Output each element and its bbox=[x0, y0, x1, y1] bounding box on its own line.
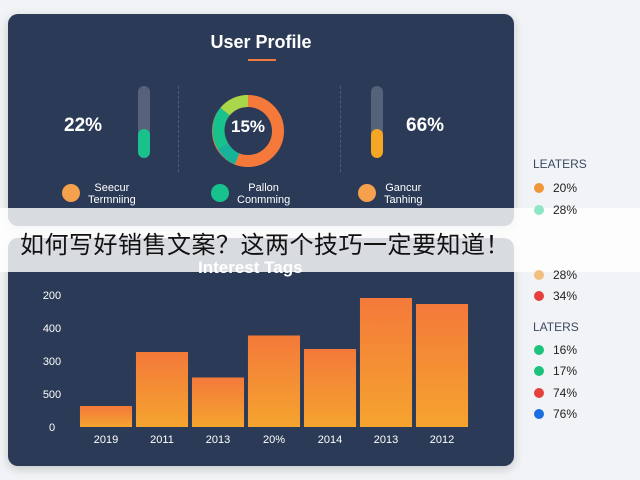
side-item: 20% bbox=[534, 181, 577, 195]
legend-dot-2 bbox=[211, 184, 229, 202]
bar-0 bbox=[79, 406, 133, 427]
side-item: 28% bbox=[534, 268, 577, 282]
bar-5 bbox=[359, 298, 413, 427]
side-item: 74% bbox=[534, 386, 577, 400]
side-dot bbox=[534, 388, 544, 398]
x-tick-label: 20% bbox=[263, 434, 285, 446]
interest-bar-chart: 0 500 300 400 200 2019 2011 2013 20% 2014 2013 201… bbox=[43, 290, 469, 446]
y-tick-label: 300 bbox=[43, 356, 61, 368]
side-item: 17% bbox=[534, 364, 577, 378]
bar-4 bbox=[303, 349, 357, 427]
x-tick-label: 2013 bbox=[374, 434, 398, 446]
donut-segment-lime bbox=[220, 94, 249, 116]
stat-value-left: 22% bbox=[64, 115, 103, 136]
side-item: 28% bbox=[534, 203, 577, 217]
y-tick-label: 400 bbox=[43, 323, 61, 335]
x-tick-label: 2012 bbox=[430, 434, 454, 446]
legend-dot-3 bbox=[358, 184, 376, 202]
x-tick-label: 2011 bbox=[150, 434, 174, 446]
legend-line: Conmming bbox=[237, 194, 291, 206]
side-item-label: 74% bbox=[553, 386, 578, 400]
legend-item-2: Pallon Conmming bbox=[211, 182, 290, 206]
progress-bar-left bbox=[138, 86, 150, 158]
stat-value-right: 66% bbox=[406, 115, 445, 136]
legend-line: Seecur bbox=[94, 182, 130, 194]
bar-3 bbox=[247, 335, 301, 427]
overlay-caption: 如何写好销售文案？这两个技巧一定要知道！ bbox=[20, 231, 510, 259]
side-dot bbox=[534, 291, 544, 301]
divider-right bbox=[340, 86, 342, 172]
legend-item-1: Seecur Termniing bbox=[62, 182, 136, 206]
legend-line: Pallon bbox=[248, 182, 279, 194]
side-item: 76% bbox=[534, 407, 577, 421]
side-dot bbox=[534, 366, 544, 376]
x-tick-label: 2014 bbox=[318, 434, 342, 446]
side-item-label: 76% bbox=[553, 407, 578, 421]
side-item-label: 34% bbox=[553, 289, 578, 303]
side-item: 16% bbox=[534, 343, 577, 357]
progress-fill-right bbox=[371, 129, 383, 158]
side-item-label: 28% bbox=[553, 203, 578, 217]
divider-left bbox=[178, 86, 180, 172]
y-tick-label: 0 bbox=[49, 422, 55, 434]
y-tick-label: 200 bbox=[43, 290, 61, 302]
side-item-label: 28% bbox=[553, 268, 578, 282]
side-header-2: LATERS bbox=[533, 320, 579, 334]
side-dot bbox=[534, 345, 544, 355]
side-dot bbox=[534, 183, 544, 193]
donut-chart bbox=[212, 94, 284, 167]
bar-6 bbox=[415, 304, 469, 427]
side-dot bbox=[534, 270, 544, 280]
x-tick-label: 2013 bbox=[206, 434, 230, 446]
x-tick-label: 2019 bbox=[94, 434, 118, 446]
legend-line: Termniing bbox=[88, 194, 136, 206]
donut-segment-green bbox=[217, 142, 240, 165]
panel-title: User Profile bbox=[210, 32, 312, 52]
side-dot bbox=[534, 205, 544, 215]
side-item-label: 17% bbox=[553, 364, 578, 378]
legend-item-3: Gancur Tanhing bbox=[358, 182, 423, 206]
donut-value: 15% bbox=[230, 117, 266, 136]
side-header-1: LEATERS bbox=[533, 157, 587, 171]
user-profile-panel: User Profile 22% 15% 66% Seecur Termniin… bbox=[8, 14, 514, 226]
progress-bar-right bbox=[371, 86, 383, 158]
progress-fill-left bbox=[138, 129, 150, 158]
y-tick-label: 500 bbox=[43, 389, 61, 401]
bar-2 bbox=[191, 377, 245, 427]
side-item-label: 20% bbox=[553, 181, 578, 195]
legend-line: Tanhing bbox=[384, 194, 423, 206]
legend-line: Gancur bbox=[385, 182, 422, 194]
legend-dot-1 bbox=[62, 184, 80, 202]
overlay-banner bbox=[0, 208, 640, 272]
side-dot bbox=[534, 409, 544, 419]
side-item-label: 16% bbox=[553, 343, 578, 357]
title-underline bbox=[248, 59, 276, 61]
donut-segment-teal bbox=[212, 107, 230, 150]
side-item: 34% bbox=[534, 289, 577, 303]
bar-1 bbox=[135, 352, 189, 427]
